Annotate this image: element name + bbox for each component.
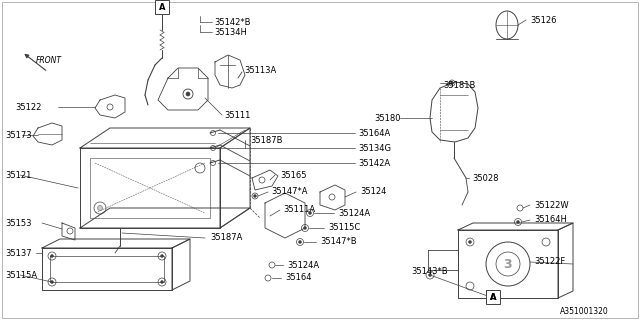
Text: 35187B: 35187B [250, 135, 282, 145]
Text: 35164H: 35164H [534, 215, 567, 225]
Text: FRONT: FRONT [36, 55, 62, 65]
Text: 35153: 35153 [5, 219, 31, 228]
Text: 35180: 35180 [374, 114, 401, 123]
Text: 35142*B: 35142*B [214, 18, 250, 27]
Circle shape [186, 92, 190, 96]
Text: 35122F: 35122F [534, 258, 565, 267]
Text: 35115A: 35115A [5, 270, 37, 279]
Circle shape [451, 82, 454, 84]
Text: A: A [490, 292, 496, 301]
Circle shape [51, 281, 54, 284]
Text: 35134H: 35134H [214, 28, 247, 36]
Circle shape [51, 254, 54, 258]
Text: 35122: 35122 [15, 102, 42, 111]
Text: 35173: 35173 [5, 131, 31, 140]
Text: 35124: 35124 [360, 188, 387, 196]
Text: 35111A: 35111A [283, 205, 315, 214]
Circle shape [516, 220, 520, 223]
Text: A351001320: A351001320 [560, 308, 609, 316]
Text: 35187A: 35187A [210, 234, 243, 243]
Text: 35122W: 35122W [534, 201, 568, 210]
Text: 35181B: 35181B [443, 81, 476, 90]
Text: 35124A: 35124A [287, 260, 319, 269]
FancyBboxPatch shape [155, 0, 169, 14]
Text: 35113A: 35113A [244, 66, 276, 75]
Text: 35142A: 35142A [358, 158, 390, 167]
Text: $\mathbf{3}$: $\mathbf{3}$ [503, 258, 513, 270]
Circle shape [303, 227, 307, 229]
Circle shape [308, 212, 312, 214]
Text: 35124A: 35124A [338, 209, 370, 218]
Circle shape [298, 241, 301, 244]
Text: 35143*B: 35143*B [412, 268, 448, 276]
Text: A: A [490, 293, 496, 302]
FancyBboxPatch shape [486, 290, 500, 304]
Text: 35134G: 35134G [358, 143, 391, 153]
Circle shape [253, 195, 257, 197]
Text: A: A [159, 3, 165, 12]
Text: 35121: 35121 [5, 171, 31, 180]
Text: 35115C: 35115C [328, 223, 360, 233]
Circle shape [97, 205, 102, 211]
Circle shape [468, 241, 472, 244]
Text: 35137: 35137 [5, 249, 31, 258]
Text: 35165: 35165 [280, 171, 307, 180]
Text: 35028: 35028 [472, 173, 499, 182]
Text: 35147*A: 35147*A [271, 188, 307, 196]
Text: 35147*B: 35147*B [320, 237, 356, 246]
Circle shape [161, 254, 163, 258]
Text: 35164A: 35164A [358, 129, 390, 138]
Text: 35111: 35111 [224, 110, 250, 119]
Text: 35164: 35164 [285, 274, 312, 283]
Circle shape [161, 281, 163, 284]
Circle shape [429, 274, 431, 276]
Text: 35126: 35126 [530, 15, 557, 25]
